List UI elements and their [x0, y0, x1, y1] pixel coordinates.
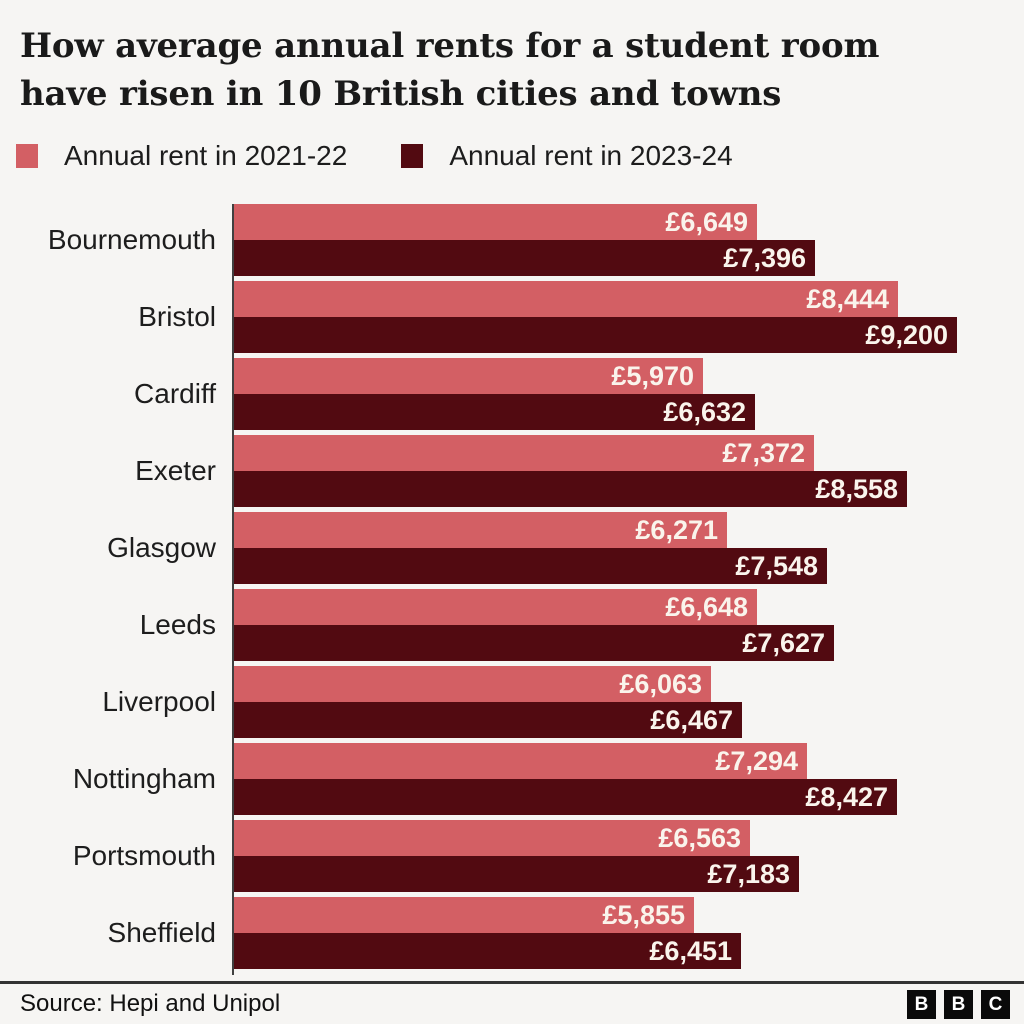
category-label: Leeds [139, 609, 216, 640]
bar-value-label: £5,970 [611, 360, 694, 391]
bar-2021-22: £6,649 [234, 204, 757, 240]
legend: Annual rent in 2021-22 Annual rent in 20… [16, 140, 733, 172]
bar-chart: Bournemouth £6,649 £7,396 Bristol £8,444 £9,2… [0, 204, 1024, 976]
bar-group: £5,855 £6,451 [232, 897, 1024, 969]
bar-2023-24: £8,427 [234, 779, 897, 815]
category-label: Cardiff [134, 378, 216, 409]
legend-label-2021-22: Annual rent in 2021-22 [64, 140, 348, 171]
bar-2023-24: £7,396 [234, 240, 815, 276]
bbc-logo-letter: C [981, 990, 1010, 1019]
chart-title-line-2: have risen in 10 British cities and town… [20, 74, 782, 114]
bar-2021-22: £6,271 [234, 512, 727, 548]
bar-value-label: £8,427 [805, 781, 888, 812]
bar-2023-24: £7,548 [234, 548, 827, 584]
bar-group: £6,063 £6,467 [232, 666, 1024, 738]
bar-value-label: £8,558 [815, 473, 898, 504]
bar-value-label: £9,200 [865, 319, 948, 350]
category-label: Exeter [135, 455, 216, 486]
category-label: Nottingham [72, 763, 216, 794]
chart-row: Exeter £7,372 £8,558 [0, 435, 1024, 507]
bar-value-label: £7,396 [723, 242, 806, 273]
bar-value-label: £6,649 [665, 206, 748, 237]
bar-group: £6,649 £7,396 [232, 204, 1024, 276]
category-label: Portsmouth [72, 840, 216, 871]
bar-value-label: £7,627 [742, 627, 825, 658]
bar-value-label: £7,548 [735, 550, 818, 581]
bar-value-label: £6,451 [649, 935, 732, 966]
bar-value-label: £6,063 [619, 668, 702, 699]
bar-value-label: £6,467 [650, 704, 733, 735]
bar-value-label: £6,632 [663, 396, 746, 427]
bar-value-label: £6,648 [665, 591, 748, 622]
bar-2021-22: £8,444 [234, 281, 898, 317]
bar-group: £6,271 £7,548 [232, 512, 1024, 584]
bar-2023-24: £9,200 [234, 317, 957, 353]
bar-value-label: £5,855 [602, 899, 685, 930]
chart-row: Leeds £6,648 £7,627 [0, 589, 1024, 661]
bar-group: £7,294 £8,427 [232, 743, 1024, 815]
source-text: Source: Hepi and Unipol [20, 990, 281, 1017]
chart-row: Liverpool £6,063 £6,467 [0, 666, 1024, 738]
bar-value-label: £7,294 [715, 745, 798, 776]
chart-row: Cardiff £5,970 £6,632 [0, 358, 1024, 430]
bar-group: £5,970 £6,632 [232, 358, 1024, 430]
chart-row: Bristol £8,444 £9,200 [0, 281, 1024, 353]
category-label: Liverpool [102, 686, 216, 717]
bar-value-label: £8,444 [806, 283, 889, 314]
bar-2021-22: £6,563 [234, 820, 750, 856]
category-label: Bristol [138, 301, 216, 332]
bar-2023-24: £7,183 [234, 856, 799, 892]
chart-row: Sheffield £5,855 £6,451 [0, 897, 1024, 969]
bar-2023-24: £6,451 [234, 933, 741, 969]
category-label: Sheffield [107, 917, 216, 948]
chart-row: Glasgow £6,271 £7,548 [0, 512, 1024, 584]
bar-2021-22: £7,294 [234, 743, 807, 779]
category-label: Glasgow [107, 532, 216, 563]
legend-label-2023-24: Annual rent in 2023-24 [449, 140, 733, 171]
bbc-logo-letter: B [944, 990, 973, 1019]
bar-2021-22: £5,855 [234, 897, 694, 933]
footer-divider [0, 981, 1024, 984]
legend-swatch-2023-24 [401, 144, 424, 168]
legend-item-2021-22: Annual rent in 2021-22 [16, 140, 347, 172]
category-label: Bournemouth [47, 224, 216, 255]
y-axis-line [232, 204, 234, 975]
bar-2023-24: £6,632 [234, 394, 755, 430]
bar-2023-24: £8,558 [234, 471, 907, 507]
chart-title-line-1: How average annual rents for a student r… [20, 26, 880, 66]
bbc-logo-letter: B [907, 990, 936, 1019]
bar-group: £8,444 £9,200 [232, 281, 1024, 353]
bar-value-label: £7,183 [707, 858, 790, 889]
bar-2023-24: £6,467 [234, 702, 742, 738]
bar-group: £6,563 £7,183 [232, 820, 1024, 892]
chart-row: Portsmouth £6,563 £7,183 [0, 820, 1024, 892]
chart-row: Bournemouth £6,649 £7,396 [0, 204, 1024, 276]
bar-2021-22: £5,970 [234, 358, 703, 394]
bar-2023-24: £7,627 [234, 625, 834, 661]
bbc-logo: B B C [907, 990, 1010, 1019]
bar-value-label: £6,271 [635, 514, 718, 545]
bar-group: £7,372 £8,558 [232, 435, 1024, 507]
bar-2021-22: £6,648 [234, 589, 757, 625]
legend-item-2023-24: Annual rent in 2023-24 [401, 140, 733, 172]
bar-2021-22: £6,063 [234, 666, 711, 702]
chart-row: Nottingham £7,294 £8,427 [0, 743, 1024, 815]
bar-2021-22: £7,372 [234, 435, 814, 471]
chart-title: How average annual rents for a student r… [20, 22, 1008, 118]
bar-value-label: £7,372 [722, 437, 805, 468]
bar-group: £6,648 £7,627 [232, 589, 1024, 661]
legend-swatch-2021-22 [16, 144, 38, 168]
bar-value-label: £6,563 [658, 822, 741, 853]
